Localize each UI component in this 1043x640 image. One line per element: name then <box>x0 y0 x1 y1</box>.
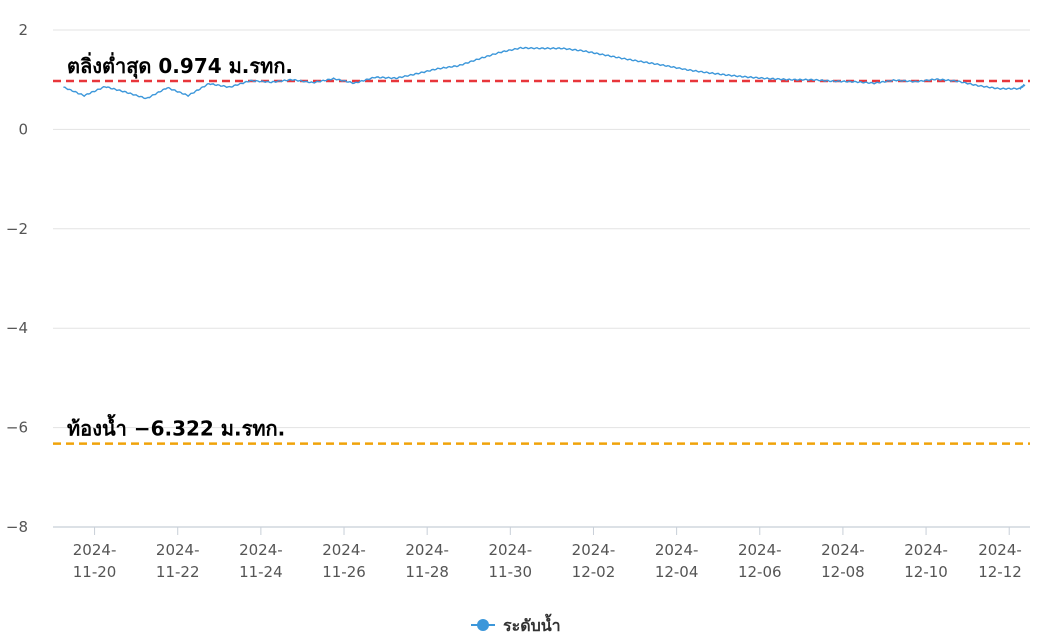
x-tick-label-year: 2024- <box>405 541 449 559</box>
x-tick-label-year: 2024- <box>978 541 1022 559</box>
x-tick-label-monthday: 12-12 <box>978 563 1022 581</box>
x-tick-label-year: 2024- <box>73 541 117 559</box>
y-tick-label: −8 <box>6 518 28 536</box>
x-tick-label-monthday: 12-06 <box>738 563 782 581</box>
x-tick-label-monthday: 11-20 <box>73 563 117 581</box>
x-tick-label-monthday: 12-10 <box>904 563 948 581</box>
x-tick-label-year: 2024- <box>904 541 948 559</box>
x-tick-label-year: 2024- <box>655 541 699 559</box>
y-tick-label: 2 <box>18 21 28 39</box>
x-tick-label-monthday: 11-28 <box>405 563 449 581</box>
reference-lines: ตลิ่งต่ำสุด 0.974 ม.รทก. ท้องน้ำ −6.322 ม… <box>53 51 1030 445</box>
x-tick-label-year: 2024- <box>572 541 616 559</box>
x-tick-label-monthday: 12-02 <box>572 563 616 581</box>
legend-dot-icon <box>477 619 489 631</box>
x-tick-label-monthday: 12-04 <box>655 563 699 581</box>
y-tick-label: −4 <box>6 319 28 337</box>
reference-label-river-bed: ท้องน้ำ −6.322 ม.รทก. <box>67 414 285 441</box>
x-tick-label-monthday: 11-24 <box>239 563 283 581</box>
series-line-water-level[interactable] <box>63 46 1026 100</box>
x-tick-label-year: 2024- <box>489 541 533 559</box>
x-tick-label-monthday: 11-26 <box>322 563 366 581</box>
x-tick-label-monthday: 11-22 <box>156 563 200 581</box>
y-tick-label: 0 <box>18 120 28 138</box>
y-tick-label: −2 <box>6 220 28 238</box>
legend[interactable]: ระดับน้ำ <box>471 613 561 635</box>
x-tick-label-year: 2024- <box>821 541 865 559</box>
reference-label-bank-low: ตลิ่งต่ำสุด 0.974 ม.รทก. <box>67 51 293 79</box>
y-axis-ticks: 2 0 −2 −4 −6 −8 <box>6 21 28 536</box>
x-axis-ticks: 2024- 11-20 2024- 11-22 2024- 11-24 2024- 11-26… <box>73 527 1022 581</box>
x-tick-label-year: 2024- <box>156 541 200 559</box>
x-tick-label-year: 2024- <box>738 541 782 559</box>
legend-label: ระดับน้ำ <box>503 613 561 635</box>
x-tick-label-year: 2024- <box>239 541 283 559</box>
x-tick-label-year: 2024- <box>322 541 366 559</box>
grid-lines <box>53 29 1030 429</box>
y-tick-label: −6 <box>6 419 28 437</box>
x-tick-label-monthday: 12-08 <box>821 563 865 581</box>
x-tick-label-monthday: 11-30 <box>489 563 533 581</box>
